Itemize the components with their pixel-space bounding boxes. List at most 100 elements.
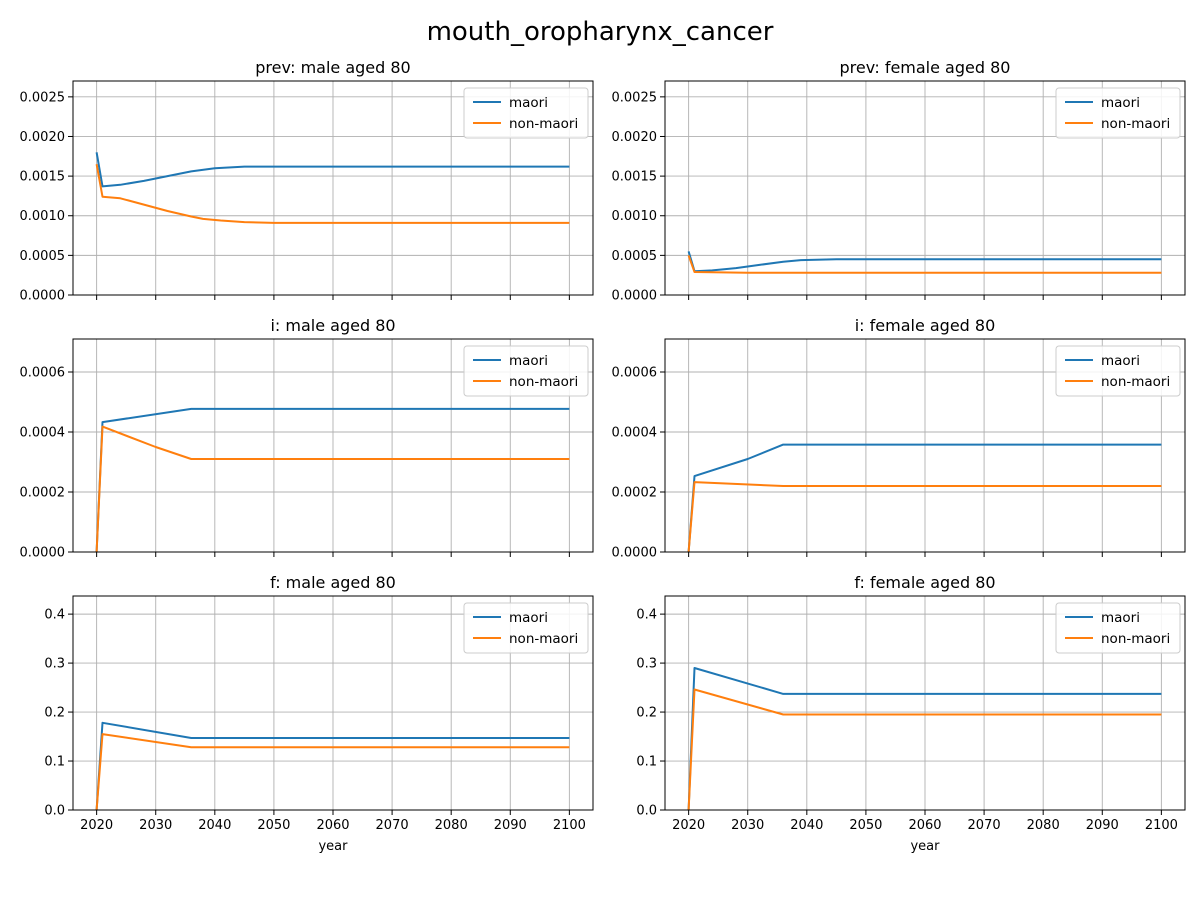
y-tick-label: 0.1 [636,755,657,770]
y-tick-label: 0.2 [636,706,657,721]
y-tick-label: 0.0000 [612,546,658,561]
legend-label: non-maori [1101,631,1170,647]
x-tick-label: 2100 [553,818,586,833]
x-tick-label: 2040 [198,818,231,833]
x-tick-label: 2100 [1145,818,1178,833]
x-tick-label: 2030 [731,818,764,833]
plot-frame [72,595,594,811]
legend-box [463,345,589,397]
series-line-non-maori [687,255,1162,274]
y-tick-label: 0.3 [636,657,657,672]
series-line-maori [95,152,570,188]
subplot: f: female aged 80 2020 2030 2040 2050 2060 207… [636,573,1186,854]
plot-frame [72,80,594,296]
y-tick-label: 0.0002 [20,486,66,501]
legend: maori non-maori [463,345,589,397]
x-axis-label: year [318,839,348,854]
series-line-non-maori [95,425,570,553]
legend-label: maori [509,353,548,369]
y-tick-label: 0.0000 [20,546,66,561]
y-tick-label: 0.0010 [20,209,66,224]
subplot: i: male aged 80 0.0000 0.0002 0.0004 0.0006 m… [20,316,594,561]
subplot-title: f: female aged 80 [854,573,995,592]
subplot-grid: prev: male aged 800.00000.00050.00100.00… [20,58,1186,854]
y-tick-label: 0.4 [44,608,65,623]
legend: maori non-maori [1055,602,1181,654]
legend-label: non-maori [1101,374,1170,390]
y-tick-label: 0.1 [44,755,65,770]
y-tick-label: 0.0025 [612,90,658,105]
legend: maori non-maori [463,87,589,139]
legend: maori non-maori [1055,345,1181,397]
legend-label: non-maori [1101,116,1170,132]
legend-label: maori [1101,610,1140,626]
legend: maori non-maori [463,602,589,654]
x-tick-label: 2050 [849,818,882,833]
legend-label: maori [1101,353,1140,369]
y-tick-label: 0.0005 [20,249,66,264]
y-tick-label: 0.0020 [612,130,658,145]
y-tick-label: 0.0010 [612,209,658,224]
series-line-maori [687,251,1162,273]
subplot: prev: male aged 80 0.0000 0.0005 0.0010 0.00… [20,58,594,304]
legend-label: maori [509,95,548,111]
x-tick-label: 2020 [672,818,705,833]
series-line-non-maori [687,481,1162,553]
x-tick-label: 2020 [80,818,113,833]
legend-label: non-maori [509,374,578,390]
x-tick-label: 2060 [316,818,349,833]
y-tick-label: 0.0000 [612,289,658,304]
legend-label: non-maori [509,631,578,647]
y-tick-label: 0.2 [44,706,65,721]
plot-frame [664,595,1186,811]
subplot: prev: female aged 80 0.0000 0.0005 0.0010 0.… [612,58,1186,304]
x-tick-label: 2060 [908,818,941,833]
subplot-title: prev: female aged 80 [840,58,1011,77]
x-tick-label: 2090 [1086,818,1119,833]
y-tick-label: 0.0004 [20,426,66,441]
y-tick-label: 0.0025 [20,90,66,105]
x-tick-label: 2080 [435,818,468,833]
x-tick-label: 2030 [139,818,172,833]
x-tick-label: 2090 [494,818,527,833]
legend-box [463,602,589,654]
legend-label: non-maori [509,116,578,132]
subplot: i: female aged 80 0.0000 0.0002 0.0004 0.000… [612,316,1186,561]
y-tick-label: 0.0005 [612,249,658,264]
y-tick-label: 0.0004 [612,426,658,441]
series-line-non-maori [95,733,570,811]
x-axis-label: year [910,839,940,854]
subplot-title: i: female aged 80 [855,316,996,335]
y-tick-label: 0.0000 [20,289,66,304]
y-tick-label: 0.3 [44,657,65,672]
x-tick-label: 2040 [790,818,823,833]
figure-title: mouth_oropharynx_cancer [427,17,774,47]
x-tick-label: 2070 [376,818,409,833]
y-tick-label: 0.0 [636,804,657,819]
series-line-non-maori [687,688,1162,811]
series-line-non-maori [95,164,570,224]
subplot-title: prev: male aged 80 [255,58,410,77]
plot-frame [664,80,1186,296]
x-tick-label: 2070 [968,818,1001,833]
y-tick-label: 0.0006 [612,366,658,381]
plot-frame [72,338,594,553]
legend-label: maori [1101,95,1140,111]
y-tick-label: 0.0015 [612,170,658,185]
x-tick-label: 2080 [1027,818,1060,833]
legend-label: maori [509,610,548,626]
y-tick-label: 0.0 [44,804,65,819]
x-tick-label: 2050 [257,818,290,833]
subplot: f: male aged 80 2020 2030 2040 2050 2060 2070 2… [44,573,594,854]
legend-box [1055,345,1181,397]
y-tick-label: 0.4 [636,608,657,623]
y-tick-label: 0.0006 [20,366,66,381]
legend-box [463,87,589,139]
subplot-title: i: male aged 80 [270,316,395,335]
legend-box [1055,602,1181,654]
y-tick-label: 0.0015 [20,170,66,185]
y-tick-label: 0.0020 [20,130,66,145]
subplot-title: f: male aged 80 [270,573,396,592]
plot-frame [664,338,1186,553]
